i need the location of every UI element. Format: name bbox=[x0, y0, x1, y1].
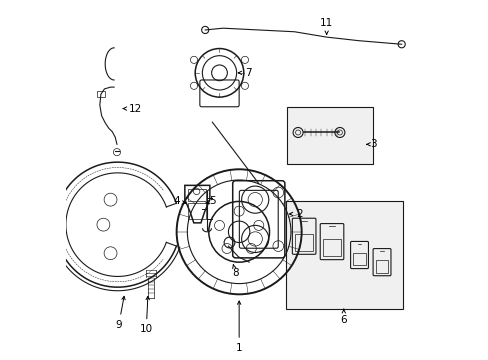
Bar bbox=[287, 107, 372, 164]
Bar bbox=[188, 189, 206, 202]
Text: 9: 9 bbox=[115, 296, 125, 330]
Bar bbox=[322, 239, 341, 256]
Bar bbox=[285, 202, 403, 309]
Text: 12: 12 bbox=[123, 104, 142, 113]
Bar bbox=[97, 91, 105, 97]
Text: 6: 6 bbox=[340, 309, 346, 325]
Bar bbox=[188, 203, 206, 219]
Text: 10: 10 bbox=[140, 296, 153, 334]
Text: 5: 5 bbox=[205, 197, 215, 206]
Text: 11: 11 bbox=[319, 18, 333, 34]
Text: 2: 2 bbox=[289, 209, 303, 219]
Bar bbox=[375, 260, 387, 273]
Bar bbox=[352, 253, 365, 265]
Text: 4: 4 bbox=[173, 197, 185, 206]
Text: 1: 1 bbox=[235, 301, 242, 353]
Text: 3: 3 bbox=[366, 139, 376, 149]
Text: 8: 8 bbox=[232, 265, 239, 278]
Bar bbox=[294, 234, 313, 251]
Text: 7: 7 bbox=[238, 68, 251, 78]
